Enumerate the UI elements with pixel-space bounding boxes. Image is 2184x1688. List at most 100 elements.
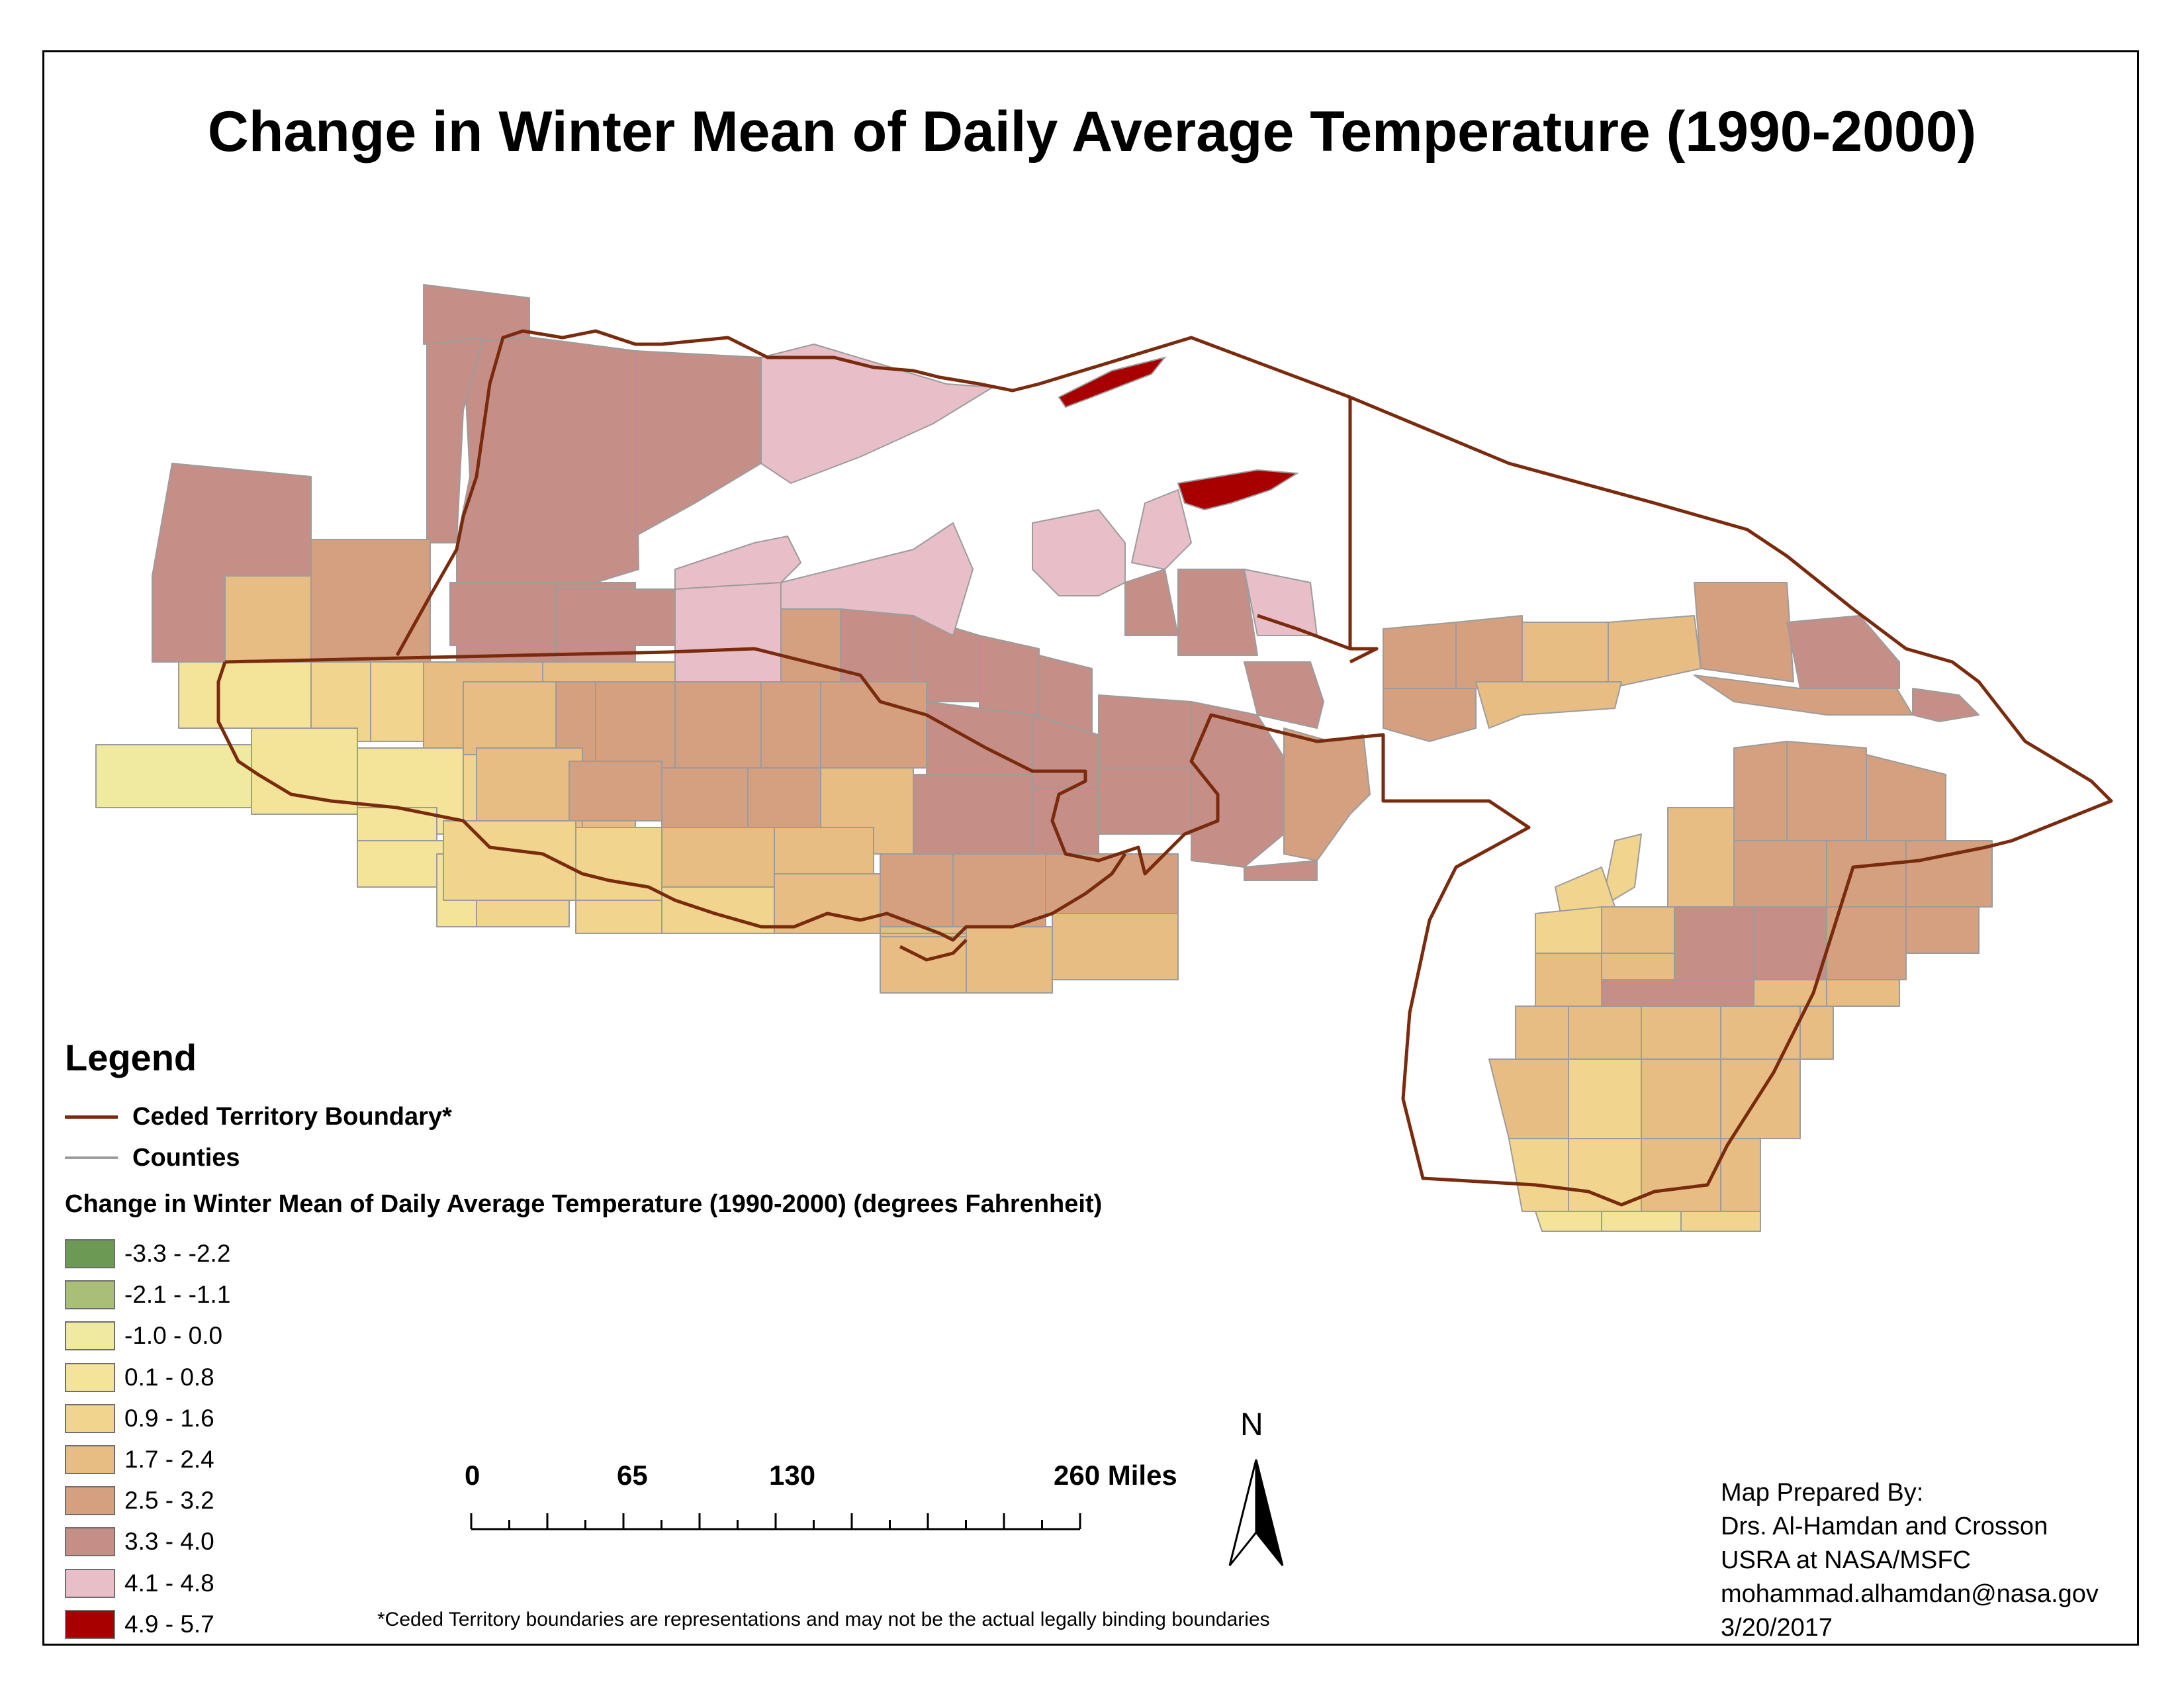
county-mn-grant [95, 744, 252, 808]
legend-class-item: -2.1 - -1.1 [65, 1274, 1102, 1315]
counties-swatch [65, 1156, 118, 1159]
county-mi-kalkaska [1674, 906, 1754, 980]
legend-class-item: 2.5 - 3.2 [65, 1480, 1102, 1521]
credits: Map Prepared By: Drs. Al-Hamdan and Cros… [1721, 1476, 2099, 1645]
county-wi-iron [780, 602, 841, 682]
county-mi-gladwin [1799, 1006, 1834, 1060]
county-mi-drummond [1786, 615, 1900, 689]
county-mi-clare [1720, 1006, 1801, 1060]
county-mi-lake [1568, 1006, 1642, 1060]
scale-label: 130 [769, 1460, 816, 1491]
legend-line-label: Ceded Territory Boundary* [132, 1102, 452, 1131]
county-wi-sawyer [595, 681, 676, 769]
legend-class-label: 2.5 - 3.2 [124, 1487, 214, 1515]
county-mi-luce [1455, 615, 1523, 689]
legend-class-label: -2.1 - -1.1 [124, 1281, 231, 1309]
county-mi-charlevoix [1667, 807, 1735, 908]
county-wi-wood [774, 873, 881, 934]
legend-class-label: 1.7 - 2.4 [124, 1446, 214, 1474]
legend-class-label: 3.3 - 4.0 [124, 1528, 214, 1556]
legend-class-swatch [65, 1527, 115, 1557]
county-mi-oceana [1488, 1058, 1569, 1139]
county-wi-winnebago [1052, 913, 1179, 980]
county-mn-cook-koochiching [423, 284, 530, 345]
county-mi-crawford [1753, 906, 1827, 980]
legend-class-swatch [65, 1362, 115, 1392]
ceded-territory-boundary [216, 329, 2113, 1207]
county-wi-lincoln [760, 681, 821, 769]
county-wi-marquette [880, 933, 967, 937]
legend-class-label: -3.3 - -2.2 [124, 1240, 231, 1268]
legend-line-label: Counties [132, 1143, 240, 1172]
scale-label: 0 [465, 1460, 480, 1491]
county-wi-barron [569, 761, 662, 821]
legend-class-label: 4.1 - 4.8 [124, 1569, 214, 1597]
legend-class-swatch [65, 1280, 115, 1310]
county-mn-lake [760, 344, 993, 484]
county-mi-alpena [1866, 754, 1946, 841]
county-mi-ogemaw [1826, 979, 1900, 1007]
county-mi-delta [1383, 688, 1477, 742]
legend-class-item: 4.1 - 4.8 [65, 1563, 1102, 1604]
county-mi-keweenaw [1131, 489, 1192, 570]
county-mi-schoolcraft [1383, 622, 1457, 689]
legend-line-item: Counties [65, 1137, 1102, 1178]
county-mi-mackinac-south [1475, 681, 1622, 729]
county-mi-mackinac [1608, 615, 1702, 689]
map-title: Change in Winter Mean of Daily Average T… [207, 100, 1977, 164]
map-frame [42, 50, 2139, 1646]
county-wi-vilas [840, 608, 914, 682]
county-mi-newaygo [1568, 1058, 1642, 1139]
county-mi-mason [1515, 1006, 1569, 1060]
county-wi-shawano [913, 774, 1033, 855]
county-mi-baraga [1124, 569, 1179, 636]
legend-class-label: 4.9 - 5.7 [124, 1610, 214, 1638]
county-mi-iosco [1905, 906, 1979, 954]
legend-class-item: 4.9 - 5.7 [65, 1604, 1102, 1645]
north-label: N [1240, 1407, 1263, 1442]
credits-line: Map Prepared By: [1721, 1479, 1924, 1507]
legend-class-item: -3.3 - -2.2 [65, 1233, 1102, 1274]
county-mi-ottawa [1535, 1211, 1602, 1232]
legend-classes-title: Change in Winter Mean of Daily Average T… [65, 1190, 1103, 1218]
county-wi-chippewa [661, 827, 775, 888]
county-mi-benzie [1535, 906, 1602, 954]
county-wi-juneau [966, 926, 1053, 994]
legend-class-swatch [65, 1403, 115, 1433]
credits-line: USRA at NASA/MSFC [1721, 1546, 1971, 1574]
legend-class-item: 0.9 - 1.6 [65, 1398, 1102, 1439]
north-arrow-icon [1228, 1459, 1284, 1566]
credits-line: Drs. Al-Hamdan and Crosson [1721, 1513, 2048, 1540]
legend-class-list: -3.3 - -2.2 -2.1 - -1.1 -1.0 - 0.0 0.1 - 0.… [65, 1233, 1102, 1645]
scale-label: 65 [617, 1460, 648, 1491]
county-mi-chippewa [1522, 622, 1609, 689]
county-mi-isabella [1720, 1058, 1801, 1139]
legend-class-item: 1.7 - 2.4 [65, 1439, 1102, 1480]
legend-class-item: 0.1 - 0.8 [65, 1357, 1102, 1398]
county-mn-carlton-lake [635, 350, 762, 537]
legend-class-label: 0.1 - 0.8 [124, 1363, 214, 1391]
scale-bar-graphic [470, 1513, 1081, 1530]
legend-class-swatch [65, 1568, 115, 1598]
county-wi-door [1283, 727, 1371, 861]
county-mi-presque-isle [1786, 741, 1867, 841]
county-mn-hubbard [224, 575, 312, 663]
legend-class-swatch [65, 1321, 115, 1351]
county-mi-menominee [1244, 661, 1324, 729]
legend-class-swatch [65, 1239, 115, 1269]
county-mi-barry [1680, 1211, 1761, 1232]
legend-line-item: Ceded Territory Boundary* [65, 1096, 1102, 1137]
scale-label: 260 Miles [1054, 1460, 1177, 1491]
credits-line: mohammad.alhamdan@nasa.gov [1721, 1580, 2099, 1608]
county-wi-menominee [1032, 787, 1099, 855]
county-wi-dunn [575, 827, 662, 901]
county-mi-montmorency [1826, 840, 1907, 908]
county-wi-burnett [463, 681, 557, 755]
legend-class-item: 3.3 - 4.0 [65, 1521, 1102, 1562]
county-wi-door-base [1098, 767, 1192, 835]
footnote: *Ceded Territory boundaries are represen… [377, 1609, 1270, 1630]
county-wi-douglas [449, 582, 557, 646]
keweenaw-tip [1177, 469, 1300, 511]
legend-class-item: -1.0 - 0.0 [65, 1315, 1102, 1356]
